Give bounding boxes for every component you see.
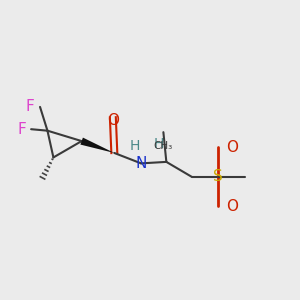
Polygon shape	[80, 138, 114, 153]
Text: O: O	[107, 113, 119, 128]
Text: S: S	[214, 169, 223, 184]
Text: N: N	[135, 156, 147, 171]
Text: F: F	[17, 122, 26, 137]
Text: H: H	[154, 137, 164, 151]
Text: F: F	[26, 99, 35, 114]
Text: CH₃: CH₃	[154, 140, 173, 151]
Text: O: O	[226, 199, 238, 214]
Text: H: H	[130, 139, 140, 152]
Text: O: O	[226, 140, 238, 154]
